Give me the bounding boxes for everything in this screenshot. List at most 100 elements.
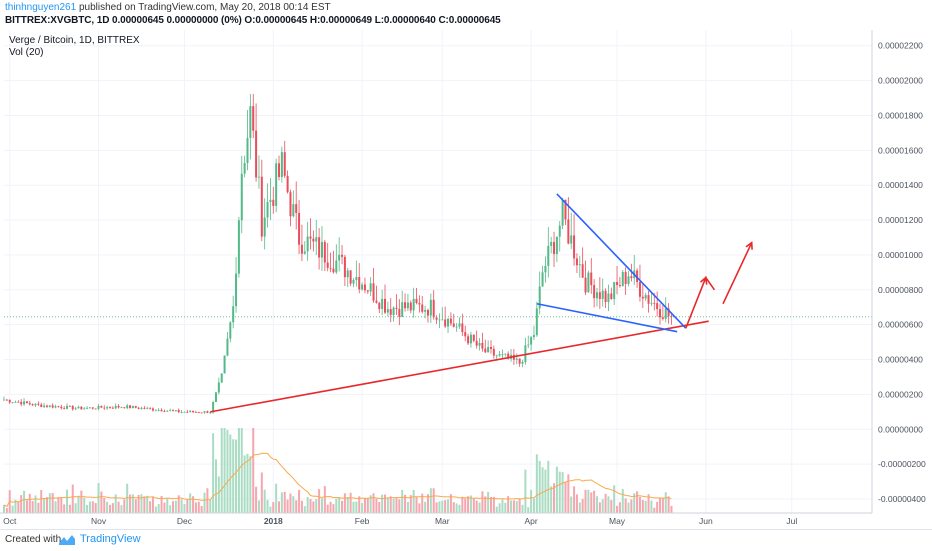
chart-header: thinhnguyen261 published on TradingView.… (0, 0, 932, 30)
candle-body (223, 355, 226, 374)
volume-bar (269, 506, 272, 513)
candle-body (2, 399, 6, 401)
volume-bar (149, 501, 152, 513)
volume-bar (129, 494, 132, 513)
candle-body (174, 410, 177, 411)
candle-body (189, 410, 192, 413)
candle-body (564, 199, 567, 220)
candle-body (123, 407, 126, 409)
volume-bar (495, 506, 498, 513)
tradingview-brand[interactable]: TradingView (80, 533, 141, 545)
candle-body (237, 220, 240, 274)
volume-bar (467, 496, 470, 513)
price-chart[interactable]: 0.00000645 0.000022000.000020000.0000180… (0, 30, 932, 529)
volume-bar (369, 495, 372, 513)
volume-bar (5, 508, 8, 513)
volume-bar (590, 492, 593, 513)
y-tick-label: 0.00001800 (878, 110, 923, 120)
candle-body (455, 326, 458, 328)
volume-bar (538, 460, 541, 513)
candle-body (335, 260, 338, 273)
volume-bar (512, 500, 515, 513)
candle-body (149, 407, 152, 409)
volume-bar (80, 490, 83, 513)
volume-bar (358, 496, 361, 513)
candle-body (214, 392, 217, 403)
volume-bar (409, 495, 412, 513)
volume-bar (392, 498, 395, 513)
candle-body (260, 176, 263, 237)
candle-body (137, 407, 140, 409)
volume-bar (604, 493, 607, 513)
volume-bar (352, 501, 355, 513)
volume-bar (94, 503, 97, 513)
candle-body (447, 318, 450, 327)
volume-bar (278, 501, 281, 513)
candle-body (246, 137, 249, 164)
candle-body (25, 401, 28, 404)
volume-bar (558, 471, 561, 513)
volume-bar (217, 476, 220, 513)
y-tick-label: -0.00000200 (878, 459, 926, 469)
y-tick-label: 0.00000200 (878, 389, 923, 399)
volume-bar (157, 504, 160, 513)
volume-bar (68, 504, 71, 513)
candle-body (320, 242, 323, 258)
candle-body (386, 309, 389, 313)
volume-bar (438, 501, 441, 513)
volume-bar (389, 496, 392, 513)
volume-bar (421, 493, 424, 513)
volume-bar (332, 504, 335, 513)
candle-body (194, 412, 197, 413)
volume-bar (659, 498, 662, 513)
candle-body (418, 303, 421, 305)
volume-bar (449, 494, 452, 513)
volume-bar (535, 454, 538, 513)
x-axis[interactable]: Oct Nov Dec 2018 Feb Mar Apr May Jun Jul (0, 512, 872, 526)
candle-body (5, 399, 8, 401)
candle-body (532, 335, 535, 338)
candle-body (45, 405, 48, 407)
candle-body (581, 264, 584, 278)
volume-bar (272, 502, 275, 513)
volume-bar (20, 495, 23, 513)
candle-body (524, 345, 527, 363)
volume-bar (235, 439, 238, 513)
y-axis[interactable]: 0.00002200 0.00002000 0.00001800 0.00001600… (871, 30, 932, 513)
volume-bar (601, 499, 604, 513)
candle-body (338, 254, 341, 261)
author-link[interactable]: thinhnguyen261 (5, 2, 77, 13)
candle-body (426, 309, 429, 316)
drawings (210, 193, 753, 413)
y-tick-label: 0.00002200 (878, 41, 923, 51)
candle-body (627, 276, 630, 284)
candle-body (303, 251, 306, 254)
candle-body (369, 283, 372, 292)
projection-arrow-1 (685, 275, 716, 329)
volume-bar (143, 496, 146, 513)
volume-bar (280, 492, 283, 513)
volume-bar (338, 497, 341, 513)
candle-body (232, 306, 235, 323)
candle-body (88, 407, 91, 409)
volume-bar (444, 500, 447, 513)
candle-body (341, 254, 344, 257)
volume-bar (447, 499, 450, 513)
arrow-head-2 (745, 241, 753, 250)
volume-bar (126, 483, 129, 513)
candle-body (323, 242, 326, 263)
candle-body (656, 303, 659, 310)
candle-body (94, 408, 97, 410)
candle-body (515, 358, 518, 360)
volume-bar (335, 498, 338, 513)
volume-bar (255, 486, 258, 513)
volume-bar (117, 501, 120, 513)
candle-body (527, 344, 530, 346)
y-tick-label: 0.00000800 (878, 285, 923, 295)
arrow-head-1 (699, 276, 708, 285)
candle-body (100, 405, 103, 408)
wedge-upper-line (556, 193, 687, 329)
volume-bar (584, 489, 587, 513)
candle-body (607, 293, 610, 303)
candle-body (177, 410, 180, 413)
